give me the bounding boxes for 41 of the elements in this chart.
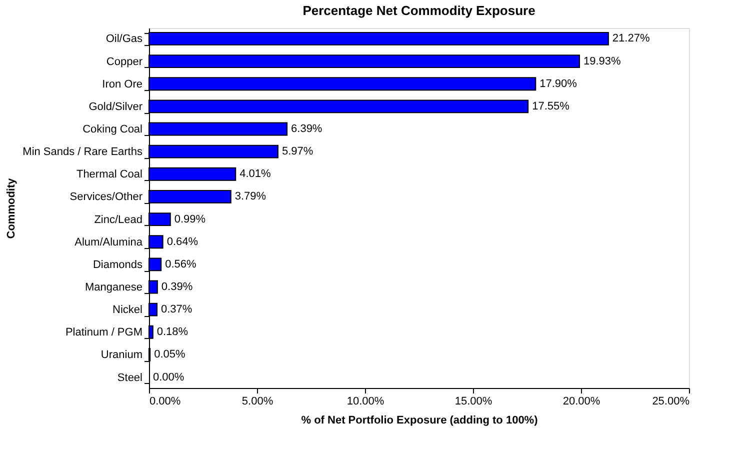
y-tick-label: Zinc/Lead <box>94 214 142 226</box>
data-label: 4.01% <box>240 168 272 180</box>
data-label: 0.18% <box>156 326 188 338</box>
data-label: 0.64% <box>166 236 198 248</box>
y-tick-label: Services/Other <box>70 191 143 204</box>
data-label: 19.93% <box>583 55 622 68</box>
y-tick-label: Platinum / PGM <box>65 326 142 339</box>
x-tick-label: 5.00% <box>242 396 274 408</box>
data-label: 0.99% <box>174 213 206 226</box>
y-tick-label: Steel <box>117 372 142 384</box>
y-tick-label: Thermal Coal <box>76 168 142 181</box>
y-tick-label: Manganese <box>85 281 142 294</box>
data-label: 5.97% <box>282 146 314 158</box>
data-label: 6.39% <box>291 123 322 136</box>
x-tick-label: 10.00% <box>346 396 384 408</box>
y-tick-label: Uranium <box>100 349 142 362</box>
data-label: 0.39% <box>161 280 193 293</box>
data-label: 0.56% <box>165 258 197 270</box>
y-tick-label: Diamonds <box>92 258 143 271</box>
x-tick-label: 0.00% <box>150 396 181 408</box>
y-tick-label: Gold/Silver <box>88 100 143 113</box>
x-tick-label: 15.00% <box>454 396 492 408</box>
data-label: 0.05% <box>154 348 186 361</box>
data-label: 0.37% <box>160 304 192 316</box>
data-label: 17.90% <box>540 78 578 90</box>
x-tick-label: 20.00% <box>562 396 600 408</box>
y-tick-label: Copper <box>106 56 143 68</box>
y-axis-title: Commodity <box>6 177 18 239</box>
data-label: 17.55% <box>532 100 570 112</box>
data-label: 3.79% <box>234 190 266 203</box>
y-tick-label: Nickel <box>112 304 142 316</box>
y-tick-label: Iron Ore <box>102 78 142 90</box>
y-tick-label: Min Sands / Rare Earths <box>22 146 143 158</box>
x-axis-title: % of Net Portfolio Exposure (adding to 100%) <box>301 414 538 426</box>
x-tick-label: 25.00% <box>652 396 690 408</box>
y-tick-label: Oil/Gas <box>106 33 143 46</box>
y-tick-label: Alum/Alumina <box>74 236 144 248</box>
chart-title: Percentage Net Commodity Exposure <box>302 3 536 18</box>
y-tick-label: Coking Coal <box>82 124 142 136</box>
data-label: 21.27% <box>612 32 650 45</box>
data-label: 0.00% <box>153 371 184 384</box>
